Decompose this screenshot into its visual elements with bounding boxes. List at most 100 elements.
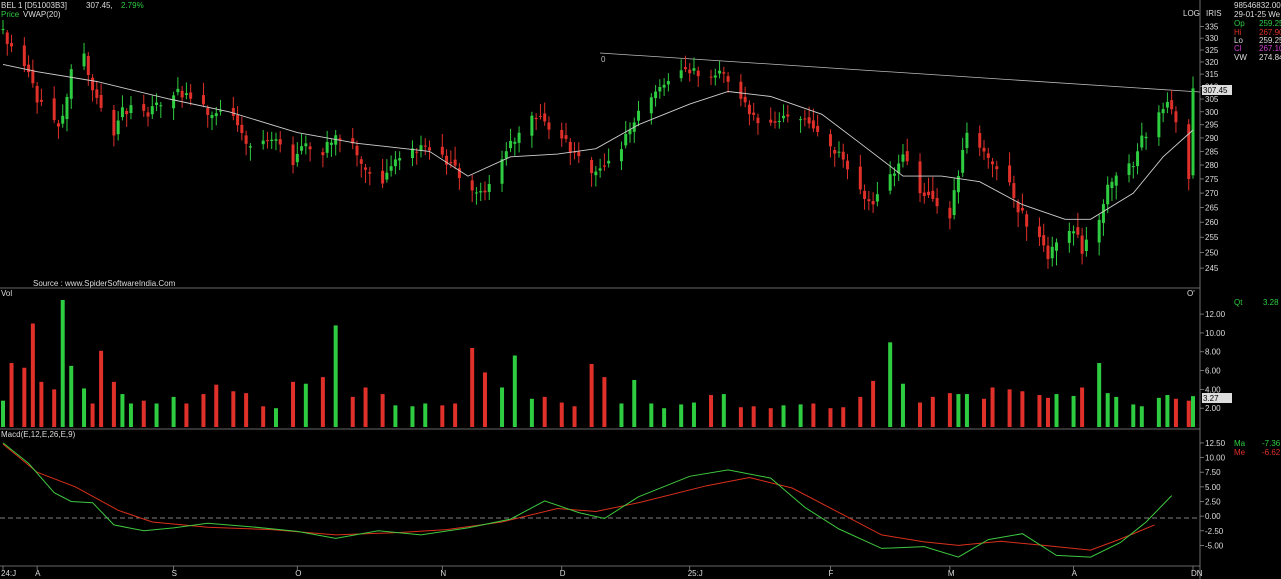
- candle-body: [423, 145, 427, 147]
- candle-body: [31, 69, 35, 84]
- volume-bars: [1, 300, 1195, 427]
- candle-body: [816, 125, 820, 132]
- info-low-label: Lo: [1234, 36, 1243, 45]
- time-tick-label: A: [35, 569, 41, 578]
- candle-body: [385, 172, 389, 180]
- candle-body: [867, 199, 871, 202]
- candle-body: [240, 124, 244, 134]
- macd-ma-label: Ma: [1234, 439, 1246, 448]
- volume-bar: [333, 325, 338, 427]
- candle-body: [1161, 109, 1165, 114]
- candle-body: [445, 155, 449, 165]
- volume-bar: [1007, 389, 1012, 427]
- volume-bar: [410, 406, 415, 427]
- volume-bar: [828, 408, 833, 427]
- volume-bar: [602, 377, 607, 427]
- candle-body: [828, 134, 832, 147]
- price-tick-label: 265: [1205, 204, 1219, 213]
- candle-body: [10, 43, 14, 47]
- volume-bar: [709, 395, 714, 427]
- candle-body: [713, 75, 717, 78]
- candle-body: [393, 159, 397, 167]
- candle-body: [534, 117, 538, 120]
- candle-body: [504, 151, 508, 159]
- volume-tag: 3.27: [1203, 394, 1219, 403]
- candle-body: [538, 115, 542, 117]
- price-tick-label: 305: [1205, 95, 1219, 104]
- candle-body: [308, 146, 312, 150]
- candle-body: [368, 172, 372, 174]
- candle-body: [628, 129, 632, 135]
- iris-toggle[interactable]: IRIS: [1206, 9, 1222, 18]
- candle-body: [598, 168, 602, 171]
- candle-body: [22, 45, 26, 67]
- candle-body: [543, 113, 547, 122]
- candle-body: [726, 76, 730, 82]
- time-tick-label: M: [948, 569, 955, 578]
- candle-body: [381, 170, 385, 184]
- volume-qt-value: 3.28: [1263, 298, 1279, 307]
- info-low-value: 259.25: [1259, 36, 1281, 45]
- candle-body: [722, 72, 726, 74]
- candle-body: [210, 115, 214, 119]
- price-tag-box: [1202, 85, 1232, 95]
- candle-body: [803, 118, 807, 120]
- candle-body: [773, 121, 777, 123]
- info-vwap-label: VW: [1234, 53, 1247, 62]
- candle-body: [428, 147, 432, 151]
- volume-bar: [201, 394, 206, 427]
- candle-body: [624, 133, 628, 146]
- log-scale-toggle[interactable]: LOG: [1183, 9, 1200, 18]
- candle-body: [692, 68, 696, 71]
- volume-bar: [69, 365, 74, 427]
- candle-body: [1, 29, 5, 31]
- candle-body: [415, 151, 419, 153]
- candle-body: [991, 161, 995, 165]
- candle-body: [351, 138, 355, 144]
- candle-body: [922, 192, 926, 196]
- time-tick-label: S: [172, 569, 177, 578]
- volume-label: Vol: [1, 289, 12, 298]
- candle-body: [1157, 112, 1161, 138]
- candle-body: [841, 151, 845, 160]
- candle-body: [594, 171, 598, 176]
- price-tick-label: 250: [1205, 248, 1219, 257]
- volume-bar: [9, 363, 14, 427]
- candle-body: [1042, 235, 1046, 246]
- time-tick-label: A: [1072, 569, 1078, 578]
- volume-bar: [30, 323, 35, 427]
- candle-body: [1016, 202, 1020, 213]
- candle-body: [329, 142, 333, 145]
- last-price: 307.45,: [86, 1, 113, 10]
- candle-body: [607, 160, 611, 164]
- volume-tick-label: 8.00: [1205, 348, 1221, 357]
- candle-body: [530, 115, 534, 136]
- candle-body: [1050, 246, 1054, 259]
- candlestick-series: [1, 20, 1195, 269]
- info-open-value: 259.25: [1259, 19, 1281, 28]
- candle-body: [688, 69, 692, 74]
- macd-tick-label: 2.50: [1205, 498, 1221, 507]
- volume-tick-label: 6.00: [1205, 367, 1221, 376]
- volume-bar: [423, 403, 428, 427]
- macd-tick-label: -5.00: [1205, 541, 1224, 550]
- volume-bar: [111, 381, 116, 427]
- candle-body: [752, 112, 756, 115]
- macd-line: [2, 442, 1173, 558]
- info-panel: 98546832.00 29-01-25 We Op 259.25 Hi 267…: [1234, 1, 1281, 62]
- volume-bar: [649, 403, 654, 427]
- volume-bar: [542, 396, 547, 427]
- volume-bar: [1, 400, 5, 427]
- candle-body: [888, 174, 892, 191]
- candle-body: [389, 166, 393, 171]
- candle-body: [180, 90, 184, 98]
- candle-body: [206, 107, 210, 115]
- volume-bar: [1071, 395, 1076, 427]
- candle-body: [1131, 166, 1135, 168]
- volume-bar: [154, 403, 159, 427]
- price-tick-label: 290: [1205, 134, 1219, 143]
- volume-bar: [559, 402, 564, 427]
- volume-bar: [393, 405, 398, 427]
- candle-body: [590, 160, 594, 174]
